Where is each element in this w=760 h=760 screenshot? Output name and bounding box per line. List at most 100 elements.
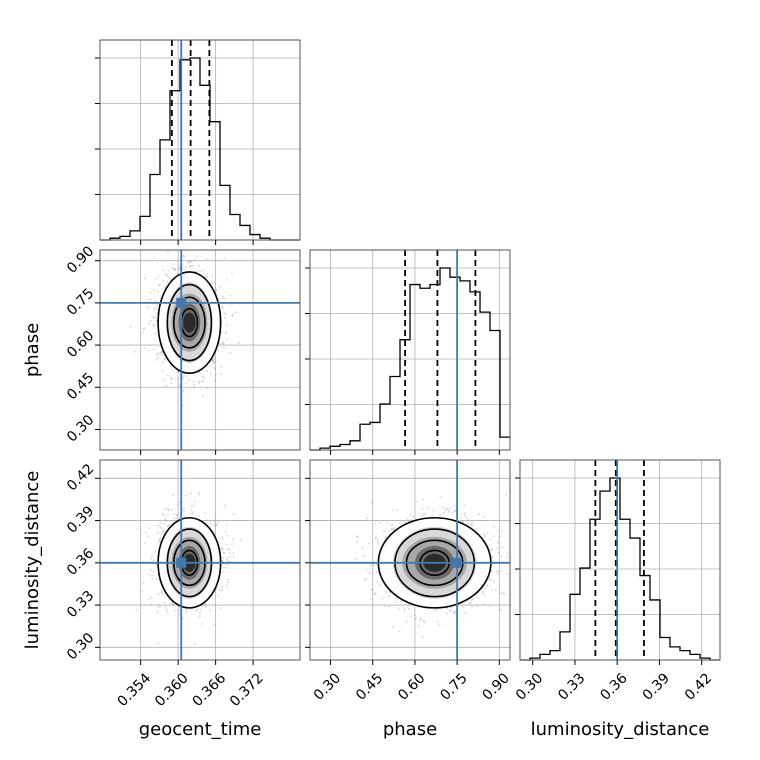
- scatter-point: [391, 626, 394, 629]
- x-tick-label: 0.39: [640, 670, 673, 703]
- scatter-point: [149, 291, 152, 294]
- scatter-point: [213, 524, 216, 527]
- scatter-point: [182, 267, 185, 270]
- scatter-point: [148, 527, 151, 530]
- scatter-point: [212, 361, 215, 363]
- scatter-point: [470, 599, 473, 602]
- y-tick-label: 0.75: [64, 285, 97, 318]
- scatter-point: [498, 535, 501, 538]
- scatter-point: [467, 518, 470, 521]
- x-tick-label: 0.75: [437, 670, 470, 703]
- scatter-point: [192, 511, 195, 514]
- density-panel-geocent_time-phase: [100, 250, 300, 450]
- panel-frame: [309, 459, 511, 661]
- scatter-point: [159, 526, 162, 529]
- scatter-point: [517, 576, 519, 578]
- scatter-point: [499, 609, 502, 612]
- scatter-point: [240, 539, 242, 542]
- scatter-point: [196, 255, 199, 258]
- scatter-point: [225, 313, 227, 315]
- scatter-point: [219, 589, 222, 592]
- scatter-point: [225, 331, 228, 334]
- scatter-point: [438, 623, 441, 626]
- scatter-point: [222, 548, 225, 551]
- scatter-point: [160, 591, 163, 594]
- scatter-point: [141, 331, 144, 334]
- scatter-point: [442, 511, 445, 514]
- scatter-point: [374, 537, 377, 539]
- x-tick-label: 0.42: [682, 670, 715, 703]
- scatter-point: [156, 609, 158, 612]
- scatter-point: [482, 516, 485, 518]
- scatter-point: [164, 517, 167, 520]
- scatter-point: [170, 376, 172, 379]
- scatter-point: [172, 268, 175, 271]
- scatter-point: [171, 494, 174, 496]
- y-tick-label: 0.42: [64, 461, 97, 494]
- scatter-point: [225, 584, 228, 587]
- scatter-point: [157, 604, 160, 607]
- scatter-point: [497, 529, 500, 532]
- scatter-point: [224, 530, 227, 533]
- scatter-point: [165, 273, 168, 276]
- scatter-point: [178, 384, 181, 387]
- scatter-point: [213, 623, 216, 626]
- scatter-point: [215, 292, 218, 294]
- scatter-point: [186, 261, 189, 264]
- scatter-point: [198, 615, 201, 618]
- y-tick-label: 0.36: [64, 545, 97, 578]
- scatter-point: [417, 624, 420, 627]
- scatter-point: [183, 255, 186, 258]
- scatter-point: [173, 268, 176, 271]
- scatter-point: [373, 593, 376, 596]
- scatter-point: [155, 358, 158, 361]
- scatter-point: [225, 333, 227, 335]
- scatter-point: [229, 552, 232, 555]
- scatter-point: [419, 617, 422, 620]
- scatter-point: [503, 593, 506, 596]
- scatter-point: [232, 552, 235, 555]
- scatter-point: [227, 548, 230, 551]
- panel-frame: [309, 249, 511, 451]
- scatter-point: [221, 588, 224, 591]
- scatter-point: [219, 607, 222, 610]
- scatter-point: [554, 541, 556, 543]
- scatter-point: [162, 269, 165, 272]
- scatter-point: [156, 353, 159, 356]
- scatter-point: [229, 294, 232, 297]
- scatter-point: [226, 534, 229, 537]
- scatter-point: [171, 368, 174, 371]
- scatter-point: [421, 508, 424, 510]
- scatter-point: [211, 359, 214, 362]
- scatter-point: [190, 261, 193, 264]
- scatter-point: [205, 605, 208, 608]
- scatter-point: [169, 364, 172, 367]
- scatter-point: [210, 522, 212, 525]
- scatter-point: [439, 495, 442, 498]
- scatter-point: [481, 590, 484, 593]
- panel-frame: [519, 459, 721, 661]
- scatter-point: [146, 535, 149, 538]
- scatter-point: [409, 512, 412, 515]
- scatter-point: [223, 552, 226, 555]
- scatter-point: [231, 314, 234, 317]
- scatter-point: [365, 568, 368, 571]
- scatter-point: [215, 289, 218, 292]
- scatter-point: [368, 542, 371, 545]
- scatter-point: [165, 520, 168, 522]
- scatter-point: [369, 564, 372, 567]
- scatter-point: [183, 509, 186, 512]
- scatter-point: [154, 332, 157, 335]
- scatter-point: [178, 268, 181, 271]
- panel-frame: [99, 39, 301, 241]
- truth-marker: [452, 557, 463, 568]
- scatter-point: [192, 380, 195, 383]
- scatter-point: [356, 540, 358, 543]
- scatter-point: [153, 316, 156, 319]
- scatter-point: [147, 349, 150, 351]
- scatter-point: [150, 574, 153, 577]
- scatter-point: [223, 256, 226, 259]
- scatter-point: [454, 510, 456, 513]
- scatter-point: [227, 578, 230, 581]
- scatter-point: [166, 275, 169, 278]
